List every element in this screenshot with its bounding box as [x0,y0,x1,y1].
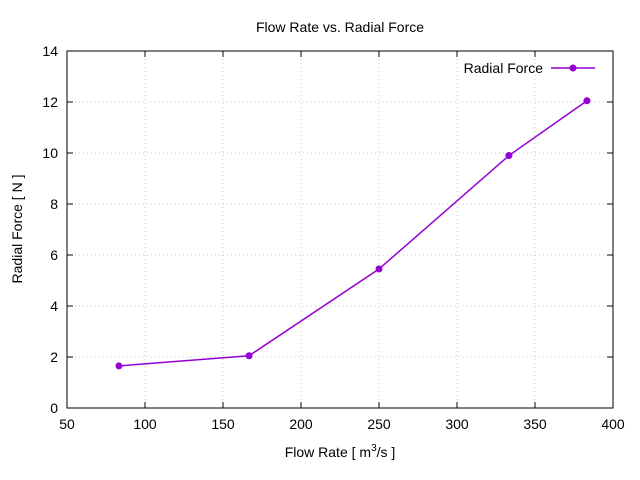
y-tick-label: 14 [42,43,58,59]
data-point [245,352,253,360]
legend: Radial Force [464,60,595,76]
legend-label: Radial Force [464,60,544,76]
legend-marker [569,64,577,72]
grid [67,51,613,408]
x-tick-label: 100 [133,416,157,432]
series-group [115,97,591,370]
y-tick-label: 6 [50,247,58,263]
x-tick-label: 350 [523,416,547,432]
y-tick-label: 2 [50,349,58,365]
x-tick-label: 250 [367,416,391,432]
data-point [505,152,513,160]
data-point [375,265,383,273]
x-axis-title: Flow Rate [ m3/s ] [285,443,396,460]
x-tick-label: 400 [601,416,625,432]
chart-title: Flow Rate vs. Radial Force [256,19,424,35]
x-tick-label: 200 [289,416,313,432]
y-tick-label: 8 [50,196,58,212]
y-tick-label: 10 [42,145,58,161]
axis-ticks: 50 100 150 200 250 300 350 400 0 2 4 6 8 10 12 14 [42,43,624,432]
x-tick-label: 300 [445,416,469,432]
x-axis-title-superscript: 3 [371,443,377,454]
x-tick-label: 50 [59,416,75,432]
x-axis-title-suffix: /s ] [377,444,396,460]
x-tick-label: 150 [211,416,235,432]
x-axis-title-prefix: Flow Rate [ m [285,444,371,460]
y-axis-title: Radial Force [ N ] [9,175,25,284]
data-point [583,97,591,105]
plot-area-border [66,50,614,409]
y-tick-label: 12 [42,94,58,110]
data-point [115,362,123,370]
y-tick-label: 0 [50,400,58,416]
y-tick-label: 4 [50,298,58,314]
series-line [118,100,588,367]
